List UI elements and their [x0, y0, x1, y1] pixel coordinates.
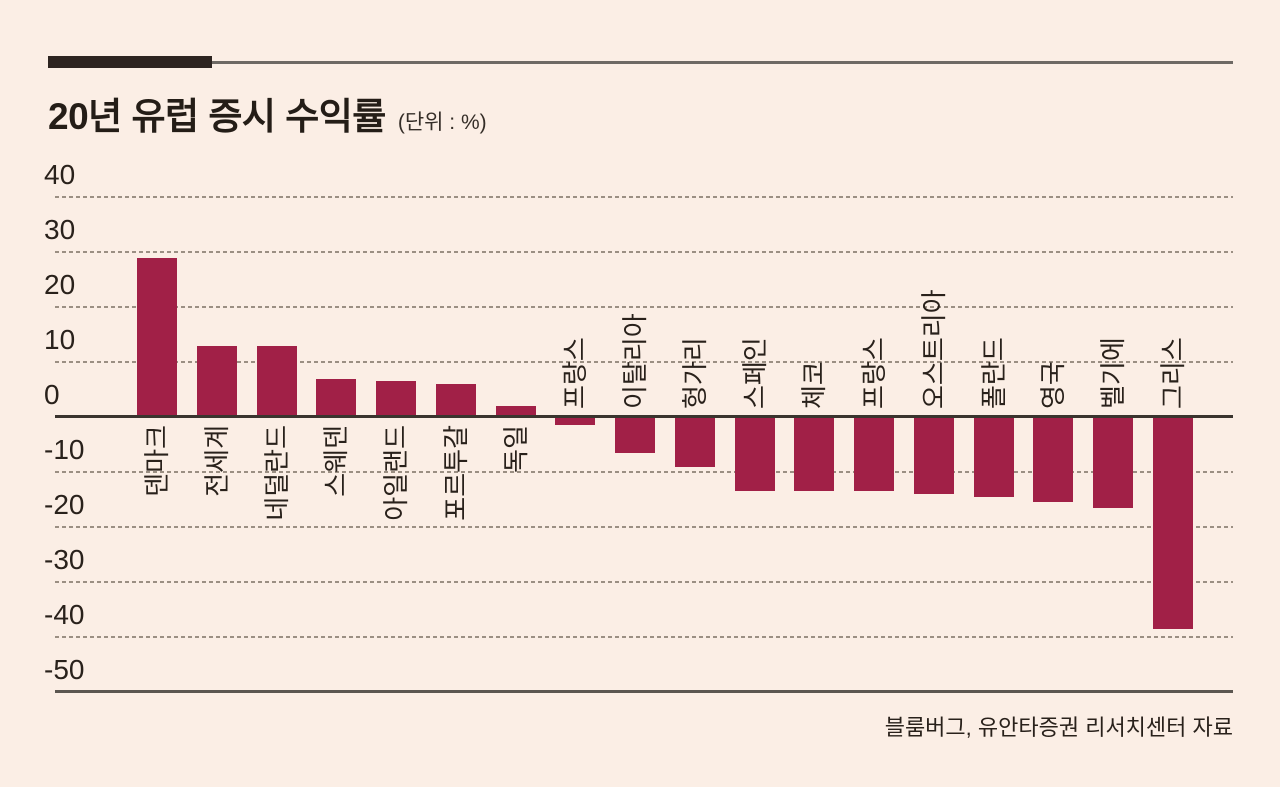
bar — [137, 257, 177, 417]
bar — [196, 345, 237, 417]
gridline-10 — [55, 361, 1233, 363]
y-tick-label: -40 — [44, 599, 85, 630]
gridline--20 — [55, 526, 1233, 528]
header-accent-bar — [48, 56, 212, 68]
bar-label: 독일 — [500, 425, 531, 473]
y-tick-label: 40 — [44, 159, 76, 190]
gridline-30 — [55, 251, 1233, 253]
y-tick-label: 0 — [44, 379, 60, 410]
bar-label: 덴마크 — [142, 425, 172, 497]
bar — [1093, 417, 1134, 508]
bar — [495, 406, 536, 417]
y-tick-label: -20 — [44, 489, 85, 520]
bottom-axis-line — [55, 690, 1233, 693]
gridline--10 — [55, 471, 1233, 473]
bar-label: 스페인 — [739, 337, 770, 409]
bar — [615, 417, 656, 453]
bar — [913, 417, 954, 494]
bar-label: 영국 — [1038, 361, 1069, 409]
bar-label: 스웨덴 — [321, 425, 352, 497]
gridline-20 — [55, 306, 1233, 308]
source-caption: 블룸버그, 유안타증권 리서치센터 자료 — [884, 715, 1233, 740]
gridline--40 — [55, 636, 1233, 638]
header-rule-line — [212, 61, 1233, 64]
chart-title-row: 20년 유럽 증시 수익률 (단위 : %) — [48, 86, 487, 140]
bar — [794, 417, 835, 492]
bar-label: 체코 — [799, 361, 830, 409]
y-tick-label: -30 — [44, 544, 85, 575]
bar-label: 오스트리아 — [918, 289, 949, 409]
bar-label: 헝가리 — [679, 337, 710, 409]
bar-label: 그리스 — [1157, 337, 1188, 409]
gridline-40 — [55, 196, 1233, 198]
bar-label: 벨기에 — [1098, 337, 1129, 409]
y-tick-label: -50 — [44, 654, 85, 685]
zero-axis-line — [55, 415, 1233, 418]
bar — [973, 417, 1014, 497]
bar — [1033, 417, 1074, 503]
y-tick-label: -10 — [44, 434, 85, 465]
bar-label: 전세계 — [201, 425, 232, 497]
y-tick-label: 30 — [44, 214, 76, 245]
gridline--30 — [55, 581, 1233, 583]
bar-label: 포르투갈 — [440, 425, 471, 521]
bar-label: 이탈리아 — [620, 313, 651, 409]
bar-label: 아일랜드 — [381, 425, 412, 521]
bar — [854, 417, 895, 492]
bar — [555, 417, 596, 426]
y-tick-label: 10 — [44, 324, 76, 355]
bar — [674, 417, 715, 467]
bar — [1152, 417, 1193, 629]
bar — [316, 378, 357, 417]
bar-label: 네덜란드 — [261, 425, 292, 521]
bar — [435, 384, 476, 417]
chart-title: 20년 유럽 증시 수익률 — [48, 96, 386, 137]
y-tick-label: 20 — [44, 269, 76, 300]
chart-unit-label: (단위 : %) — [397, 111, 487, 134]
bar — [376, 381, 417, 417]
bar — [734, 417, 775, 492]
bar-label: 폴란드 — [978, 337, 1009, 409]
bar-label: 프랑스 — [859, 337, 890, 409]
bar-label: 프랑스 — [560, 337, 591, 409]
bar — [256, 345, 297, 417]
